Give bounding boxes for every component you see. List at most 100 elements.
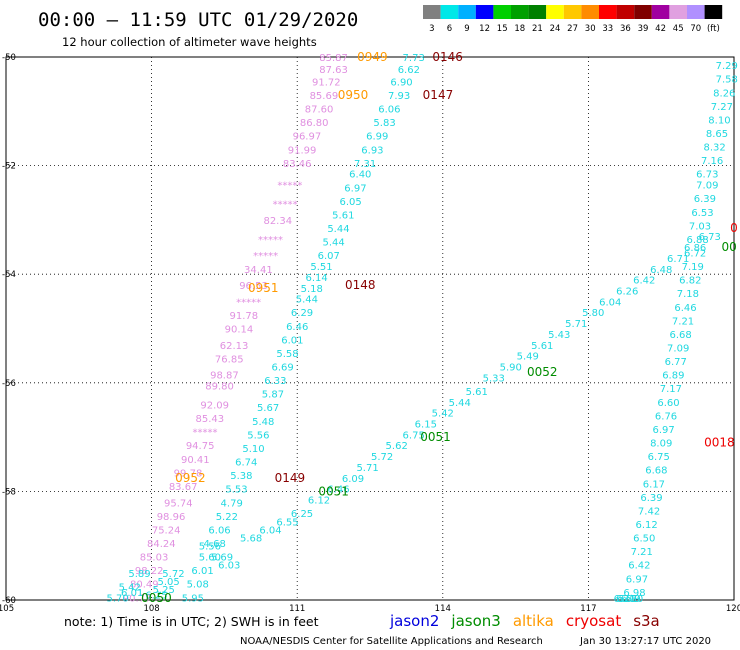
wave-height-label: 91.72 [312,77,341,88]
wave-height-label: 89.80 [205,382,234,393]
wave-height-label: 6.06 [378,105,400,116]
colorbar-swatch [423,5,441,19]
wave-height-label: 4.68 [204,539,226,550]
wave-height-label: 7.93 [388,91,410,102]
wave-height-label: 5.05 [157,577,179,588]
wave-height-label: 5.38 [230,471,252,482]
wave-height-label: 5.44 [327,224,349,235]
wave-height-label: 5.58 [276,349,298,360]
colorbar-swatch [581,5,599,19]
wave-height-label: 6.93 [361,145,383,156]
colorbar-label: 27 [567,24,578,34]
wave-height-label: 5.61 [466,387,488,398]
plot-frame [5,56,735,601]
wave-height-label: 98.22 [135,566,164,577]
colorbar-swatch [616,5,635,19]
wave-height-label: 6.68 [669,330,691,341]
wave-height-label: 5.33 [483,373,505,384]
colorbar-swatch [440,5,459,19]
wave-height-label: 5.89 [128,569,150,580]
y-tick-label: -50 [2,53,16,63]
x-tick-label: 108 [143,604,159,614]
wave-height-label: 7.17 [660,384,682,395]
wave-height-label: 85.69 [310,91,339,102]
wave-height-label: 6.75 [648,452,670,463]
wave-height-label: ***** [236,297,261,308]
colorbar-swatch [599,5,617,19]
wave-height-label: 85.43 [196,414,225,425]
colorbar-label: (ft) [707,24,720,34]
wave-height-label: 8.09 [650,439,672,450]
pass-time-label: 0050 [141,591,172,605]
wave-height-label: 6.62 [398,65,420,76]
wave-height-label: 6.98 [623,588,645,599]
wave-height-label: 6.74 [235,458,257,469]
wave-height-label: 6.39 [640,493,662,504]
wave-height-label: 87.60 [305,105,334,116]
pass-time-label: 0950 [338,88,369,102]
colorbar-label: 6 [447,24,452,34]
wave-height-label: 6.06 [208,525,230,536]
wave-height-label: 5.48 [252,417,274,428]
wave-height-label: 80.49 [130,580,159,591]
wave-height-label: 7.73 [403,53,425,64]
wave-height-label: 5.80 [582,308,604,319]
wave-height-label: 8.65 [706,129,728,140]
wave-height-label: 90.77 [123,593,152,604]
colorbar-swatch [528,5,547,19]
wave-height-label: 6.04 [599,297,621,308]
wave-height-label: 82.34 [263,216,292,227]
grid-lines [6,57,734,600]
pass-time-label: 0052 [527,365,558,379]
wave-height-label: ***** [253,251,278,262]
wave-height-label: 76.85 [215,354,244,365]
wave-height-label: 7.09 [667,344,689,355]
y-tick-label: -54 [2,270,16,280]
wave-height-label: 6.71 [667,254,689,265]
wave-height-label: 96.53 [239,281,268,292]
wave-height-label: 5.72 [371,452,393,463]
wave-height-label: 7.31 [354,159,376,170]
wave-height-label: 5.68 [240,534,262,545]
wave-height-label: 94.75 [186,441,215,452]
wave-height-label: 91.99 [288,145,317,156]
wave-height-label: 6.73 [696,170,718,181]
satellite-jason3: jason3 [450,612,500,630]
x-tick-label: 111 [289,604,305,614]
wave-height-label: 92.09 [200,401,229,412]
wave-height-label: 5.08 [187,580,209,591]
wave-height-label: 90.41 [181,455,210,466]
wave-height-label: 7.21 [631,547,653,558]
wave-height-label: 6.04 [259,525,281,536]
wave-height-label: 5.87 [262,390,284,401]
wave-height-label: 5.72 [162,569,184,580]
wave-height-label: 6.76 [655,411,677,422]
wave-height-label: 6.97 [626,574,648,585]
wave-height-label: 7.27 [711,102,733,113]
pass-time-label: 0051 [318,484,349,498]
wave-height-label: 5.44 [296,295,318,306]
wave-height-label: 6.89 [662,371,684,382]
wave-height-label: 85.87 [319,53,348,64]
colorbar-label: 3 [429,24,434,34]
wave-height-label: 6.90 [390,77,412,88]
wave-height-label: 6.05 [339,197,361,208]
wave-height-label: 7.21 [672,316,694,327]
wave-height-label: 5.49 [517,352,539,363]
colorbar-label: 30 [585,24,596,34]
colorbar-swatch [511,5,529,19]
wave-height-label: 6.61 [616,594,638,605]
wave-height-label: 4.79 [221,498,243,509]
colorbar-legend: 3 6 9 12 15 18 21 24 27 30 33 36 39 42 45 70 (ft) [423,5,723,34]
satellite-altika: altika [513,612,554,630]
pass-time-label: 0952 [175,471,206,485]
colorbar-label: 36 [620,24,631,34]
wave-height-label: 6.03 [218,561,240,572]
y-tick-label: -58 [2,487,16,497]
wave-height-label: 6.42 [633,276,655,287]
footer-note: note: 1) Time is in UTC; 2) SWH is in fe… [64,614,319,629]
pass-time-label: 0149 [275,471,306,485]
wave-height-label: 87.63 [319,65,348,76]
